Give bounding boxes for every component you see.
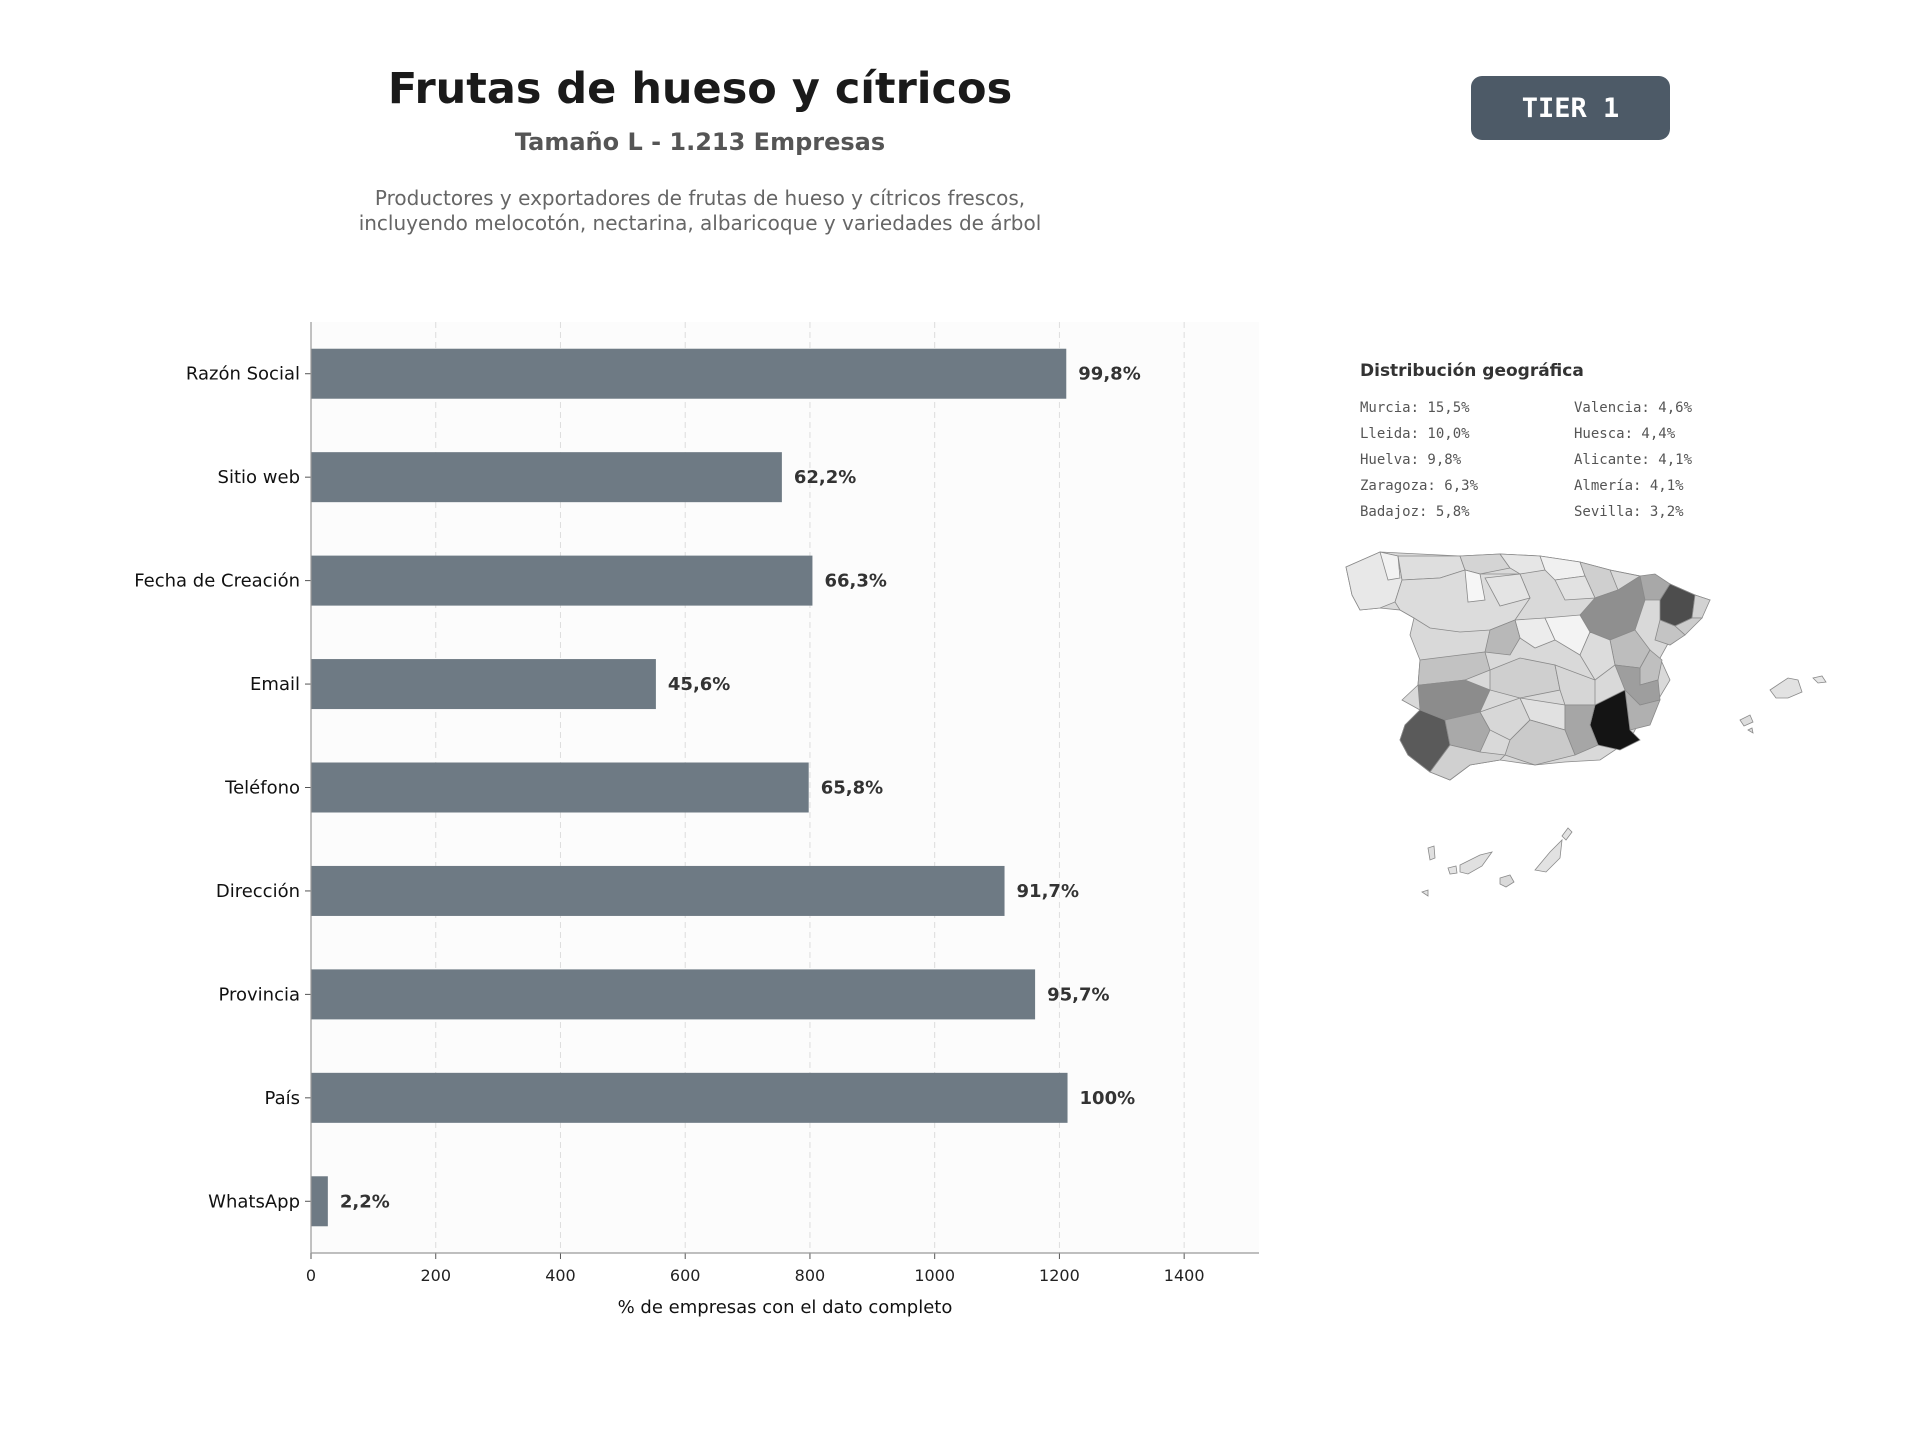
data-label: 95,7% <box>1047 984 1109 1005</box>
map-region <box>1444 711 1491 753</box>
chart-title: Frutas de hueso y cítricos <box>387 64 1013 114</box>
x-tick-label: 1400 <box>1164 1266 1205 1285</box>
x-tick-label: 400 <box>545 1266 576 1285</box>
map-region <box>1459 553 1511 575</box>
data-label: 65,8% <box>821 778 883 799</box>
description-line-2: incluyendo melocotón, nectarina, albaric… <box>358 211 1042 235</box>
geo-item: Alicante: 4,1% <box>1574 452 1693 468</box>
y-tick-label: Razón Social <box>186 364 300 385</box>
map-island <box>1747 727 1754 734</box>
y-tick-label: WhatsApp <box>208 1191 300 1212</box>
geo-item: Zaragoza: 6,3% <box>1360 478 1479 494</box>
bar <box>311 1176 328 1227</box>
y-tick-label: País <box>265 1088 300 1109</box>
bar <box>311 865 1005 916</box>
bar <box>311 762 809 813</box>
y-tick-label: Sitio web <box>218 467 300 488</box>
geo-item: Badajoz: 5,8% <box>1360 504 1470 520</box>
x-tick-label: 1000 <box>914 1266 955 1285</box>
data-label: 45,6% <box>668 674 730 695</box>
bar <box>311 659 656 710</box>
map-island <box>1769 677 1803 699</box>
chart-description: Productores y exportadores de frutas de … <box>0 186 1400 236</box>
x-tick-label: 800 <box>795 1266 826 1285</box>
y-tick-label: Dirección <box>216 881 300 902</box>
map-island <box>1812 675 1827 684</box>
map-island <box>1534 838 1563 873</box>
bar <box>311 1072 1068 1123</box>
map-region <box>1429 744 1506 781</box>
y-tick-label: Teléfono <box>224 778 300 799</box>
chart-subtitle: Tamaño L - 1.213 Empresas <box>514 128 886 156</box>
map-island <box>1421 889 1429 897</box>
map-region <box>1499 553 1546 575</box>
x-tick-label: 200 <box>420 1266 451 1285</box>
data-label: 91,7% <box>1017 881 1079 902</box>
geo-item: Almería: 4,1% <box>1574 478 1684 494</box>
map-region <box>1654 619 1686 646</box>
data-label: 62,2% <box>794 467 856 488</box>
map-region <box>1484 573 1531 607</box>
spain-choropleth-map <box>1345 551 1827 897</box>
geo-distribution-list: Murcia: 15,5% Valencia: 4,6% Lleida: 10,… <box>1360 398 1788 528</box>
y-tick-label: Fecha de Creación <box>134 571 300 592</box>
tier-badge: TIER 1 <box>1471 76 1670 140</box>
x-tick-label: 1200 <box>1039 1266 1080 1285</box>
map-region <box>1464 569 1486 603</box>
data-label: 2,2% <box>340 1191 390 1212</box>
bar <box>311 348 1067 399</box>
bar-chart: 0 200 400 600 800 1000 1200 1400 Razón Social 99,… <box>134 322 1259 1318</box>
map-region <box>1691 594 1711 619</box>
data-label: 99,8% <box>1078 364 1140 385</box>
geo-item: Sevilla: 3,2% <box>1574 504 1684 520</box>
y-tick-label: Email <box>250 674 300 695</box>
bar <box>311 969 1036 1020</box>
geo-item: Huelva: 9,8% <box>1360 452 1462 468</box>
geo-item: Huesca: 4,4% <box>1574 426 1676 442</box>
map-region <box>1379 551 1401 581</box>
x-tick-label: 0 <box>306 1266 316 1285</box>
map-island <box>1561 827 1573 841</box>
x-axis-label: % de empresas con el dato completo <box>618 1297 953 1318</box>
description-line-1: Productores y exportadores de frutas de … <box>374 186 1026 210</box>
map-region <box>1579 631 1616 681</box>
map-island <box>1499 874 1515 888</box>
geo-item: Lleida: 10,0% <box>1360 426 1470 442</box>
x-tick-label: 600 <box>670 1266 701 1285</box>
y-tick-label: Provincia <box>218 984 300 1005</box>
data-label: 66,3% <box>824 571 886 592</box>
map-region <box>1484 619 1521 656</box>
map-island <box>1427 845 1436 861</box>
geo-distribution-title: Distribución geográfica <box>1360 361 1584 381</box>
data-label: 100% <box>1080 1088 1136 1109</box>
map-island <box>1447 865 1458 875</box>
bar <box>311 555 813 606</box>
map-island <box>1739 714 1754 727</box>
bar <box>311 452 782 503</box>
geo-item: Murcia: 15,5% <box>1360 400 1470 416</box>
map-island <box>1459 851 1493 875</box>
geo-item: Valencia: 4,6% <box>1574 400 1693 416</box>
